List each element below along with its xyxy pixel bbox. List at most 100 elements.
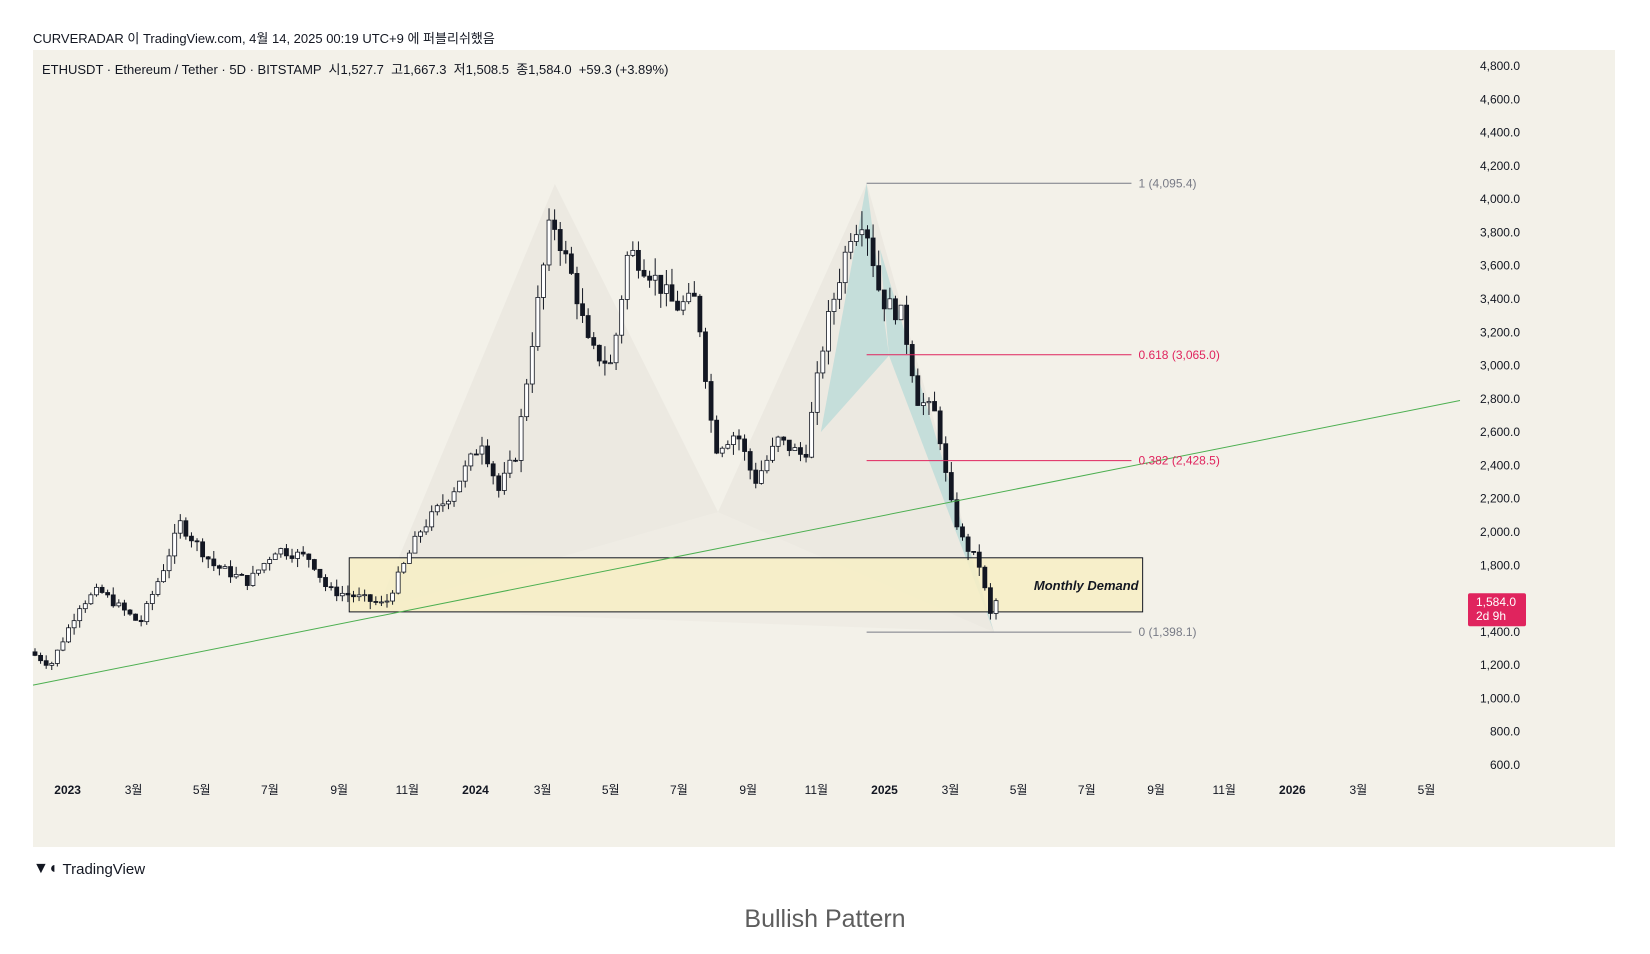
candle [77, 605, 83, 628]
candle-body [317, 568, 323, 578]
candle [775, 435, 781, 453]
candle [345, 585, 351, 603]
candle [976, 544, 982, 577]
candle-body [440, 503, 446, 507]
candle-body [764, 459, 770, 472]
pattern-triangle-xab [377, 184, 719, 610]
candle-body [770, 445, 775, 461]
tradingview-brand[interactable]: ▼◖ TradingView [33, 860, 145, 878]
candle [194, 538, 200, 552]
candle [842, 245, 848, 294]
candle-body [161, 570, 166, 583]
candle [518, 408, 524, 473]
candle-body [535, 297, 541, 347]
candle-body [127, 609, 133, 615]
candle-body [976, 551, 982, 568]
candle-body [837, 282, 842, 300]
candle-body [423, 526, 429, 533]
candle [669, 268, 675, 302]
candle [563, 240, 569, 264]
candle-body [77, 608, 83, 622]
candle-body [731, 435, 736, 445]
candle [94, 583, 99, 597]
candle-body [434, 505, 440, 513]
candle [116, 599, 122, 608]
candle-body [121, 602, 127, 611]
candle [546, 208, 552, 271]
candle-body [954, 499, 960, 528]
candle [585, 308, 591, 339]
candle [758, 460, 764, 485]
candle-body [948, 472, 954, 501]
candle-body [54, 649, 60, 664]
candle-body [379, 601, 384, 604]
candle [596, 344, 602, 367]
candle [418, 530, 423, 543]
candle-body [591, 337, 597, 346]
candle-body [557, 229, 563, 252]
candle-body [267, 559, 273, 564]
pattern-leg-c [880, 249, 995, 633]
time-tick-label: 2024 [462, 783, 489, 797]
candle [261, 562, 267, 574]
candle-body [580, 303, 585, 316]
time-tick-label: 7월 [1078, 783, 1096, 797]
time-tick-label: 3월 [1349, 783, 1367, 797]
candle [792, 443, 798, 451]
candle [49, 661, 55, 671]
candle-body [898, 304, 904, 321]
candle-body [446, 500, 451, 505]
candle [982, 565, 988, 591]
candle-body [32, 651, 38, 656]
time-tick-label: 7월 [670, 783, 688, 797]
candle-body [66, 627, 71, 643]
candle-body [792, 447, 798, 451]
candle [507, 450, 513, 479]
pattern-triangle-bcd [718, 183, 995, 633]
candle [205, 555, 211, 569]
candle [608, 354, 613, 365]
candle [714, 415, 720, 455]
candle [652, 258, 658, 296]
time-tick-label: 7월 [261, 783, 279, 797]
candle-body [563, 250, 569, 255]
candle [211, 550, 217, 572]
candle [552, 209, 558, 241]
candle [937, 406, 943, 451]
candle [440, 494, 446, 512]
candle [904, 295, 910, 354]
candle [183, 517, 189, 540]
candle-body [971, 551, 977, 553]
candle [624, 251, 630, 310]
candle [501, 462, 507, 495]
time-tick-label: 5월 [602, 783, 620, 797]
candle-body [926, 401, 932, 404]
time-tick-label: 9월 [739, 783, 757, 797]
fib-level-label: 0.618 (3,065.0) [1138, 348, 1219, 362]
candle [870, 224, 876, 278]
candle [898, 304, 904, 321]
price-tick-label: 4,000.0 [1480, 192, 1520, 206]
candle [753, 462, 759, 489]
candle-body [552, 219, 558, 230]
candle [742, 434, 747, 461]
price-tick-label: 3,600.0 [1480, 259, 1520, 273]
candle-body [183, 520, 189, 537]
candle-body [848, 241, 854, 253]
candle-body [356, 594, 362, 598]
candle [189, 532, 194, 548]
candle-body [568, 253, 574, 274]
candle [390, 590, 395, 605]
symbol-legend: ETHUSDT · Ethereum / Tether · 5D · BITST… [42, 62, 669, 77]
candle [462, 460, 468, 488]
candle [697, 294, 703, 338]
candle [630, 241, 636, 258]
candle-body [786, 439, 792, 451]
candle [485, 439, 490, 468]
time-tick-label: 5월 [193, 783, 211, 797]
candle-body [814, 372, 820, 413]
candle-body [418, 531, 423, 537]
candle [591, 332, 597, 350]
candle-body [166, 555, 172, 572]
